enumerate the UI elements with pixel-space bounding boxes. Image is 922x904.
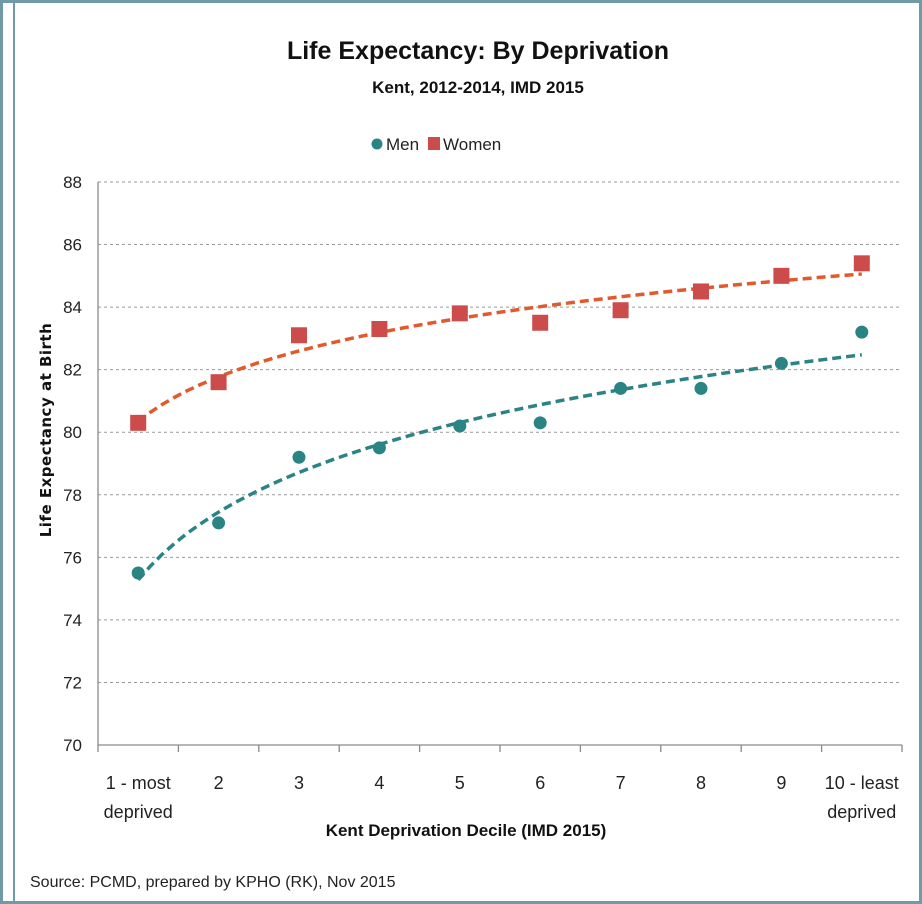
y-axis-label: Life Expectancy at Birth <box>37 323 55 538</box>
x-axis-label: Kent Deprivation Decile (IMD 2015) <box>326 821 607 840</box>
point-women-4 <box>371 321 388 338</box>
chart-title: Life Expectancy: By Deprivation <box>287 37 669 65</box>
point-women-2 <box>210 374 227 391</box>
point-women-6 <box>532 314 549 331</box>
y-tick-label: 74 <box>63 611 82 630</box>
y-tick-label: 86 <box>63 236 82 255</box>
point-women-3 <box>291 327 307 344</box>
x-tick-label: 10 - least <box>825 773 899 793</box>
point-women-5 <box>451 305 468 322</box>
y-tick-label: 76 <box>63 548 82 567</box>
y-tick-labels: 70 72 74 76 78 80 82 84 86 88 <box>63 173 82 755</box>
x-tick-label: 6 <box>535 773 545 793</box>
legend: Men Women <box>371 135 501 154</box>
data-points <box>130 255 870 580</box>
trendline-women <box>137 272 862 423</box>
axes <box>97 182 903 752</box>
y-tick-label: 84 <box>63 298 82 317</box>
point-men-6 <box>533 416 547 430</box>
legend-men-label: Men <box>386 135 419 154</box>
legend-women-label: Women <box>443 135 501 154</box>
x-tick-label: 3 <box>294 773 304 793</box>
point-women-10 <box>853 255 870 272</box>
point-women-1 <box>130 414 147 431</box>
legend-women-marker <box>428 137 440 150</box>
y-tick-label: 72 <box>63 673 82 692</box>
trendline-men <box>136 353 863 582</box>
chart-subtitle: Kent, 2012-2014, IMD 2015 <box>372 78 584 97</box>
x-tick-label: deprived <box>104 802 173 822</box>
source-note: Source: PCMD, prepared by KPHO (RK), Nov… <box>30 874 396 891</box>
y-tick-label: 82 <box>63 361 82 380</box>
x-tick-label: 1 - most <box>106 773 171 793</box>
point-men-5 <box>453 419 467 433</box>
x-tick-label: 7 <box>616 773 626 793</box>
point-men-10 <box>855 325 869 339</box>
point-men-9 <box>774 356 788 370</box>
point-men-2 <box>212 516 226 530</box>
point-women-8 <box>693 283 709 300</box>
gridlines <box>98 181 902 683</box>
x-tick-label: 9 <box>776 773 786 793</box>
y-tick-label: 70 <box>63 736 82 755</box>
point-women-9 <box>773 267 790 284</box>
y-tick-label: 80 <box>63 423 82 442</box>
x-tick-label: deprived <box>827 802 896 822</box>
x-tick-label: 8 <box>696 773 706 793</box>
point-men-7 <box>614 381 628 395</box>
point-men-4 <box>372 441 386 455</box>
x-tick-label: 4 <box>374 773 384 793</box>
y-tick-label: 78 <box>63 486 82 505</box>
point-men-3 <box>292 450 306 464</box>
x-tick-label: 5 <box>455 773 465 793</box>
point-men-1 <box>131 566 145 580</box>
point-women-7 <box>612 302 629 319</box>
point-men-8 <box>694 381 708 395</box>
x-tick-labels: 1 - most deprived 2 3 4 5 6 7 8 9 10 - least depriv… <box>104 773 899 822</box>
trendlines <box>136 272 863 582</box>
x-tick-label: 2 <box>214 773 224 793</box>
legend-men-marker <box>371 138 383 150</box>
y-tick-label: 88 <box>63 173 82 192</box>
